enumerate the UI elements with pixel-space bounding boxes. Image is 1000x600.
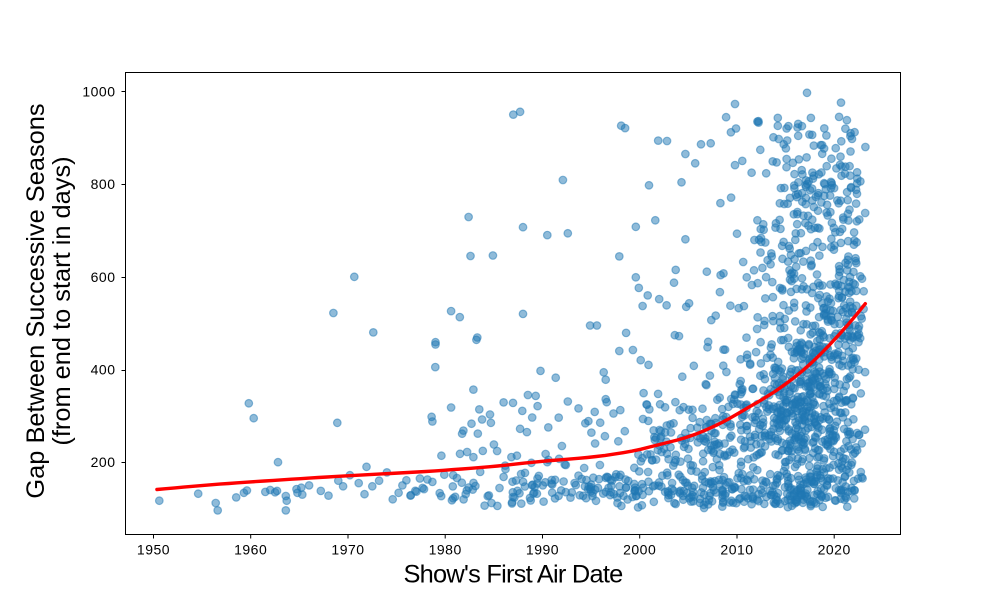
svg-text:1950: 1950	[137, 542, 170, 558]
svg-text:2000: 2000	[623, 542, 656, 558]
svg-text:400: 400	[91, 362, 116, 378]
svg-text:200: 200	[91, 454, 116, 470]
svg-text:1970: 1970	[331, 542, 364, 558]
svg-text:800: 800	[91, 176, 116, 192]
svg-text:2010: 2010	[720, 542, 753, 558]
svg-text:1980: 1980	[429, 542, 462, 558]
svg-text:1990: 1990	[526, 542, 559, 558]
svg-text:Show's First Air Date: Show's First Air Date	[403, 560, 622, 588]
svg-text:(from end to start in days): (from end to start in days)	[48, 156, 76, 445]
svg-text:2020: 2020	[818, 542, 851, 558]
svg-text:1960: 1960	[234, 542, 267, 558]
svg-text:600: 600	[91, 269, 116, 285]
svg-text:Gap Between Successive Seasons: Gap Between Successive Seasons	[22, 103, 50, 498]
svg-text:1000: 1000	[82, 83, 115, 99]
